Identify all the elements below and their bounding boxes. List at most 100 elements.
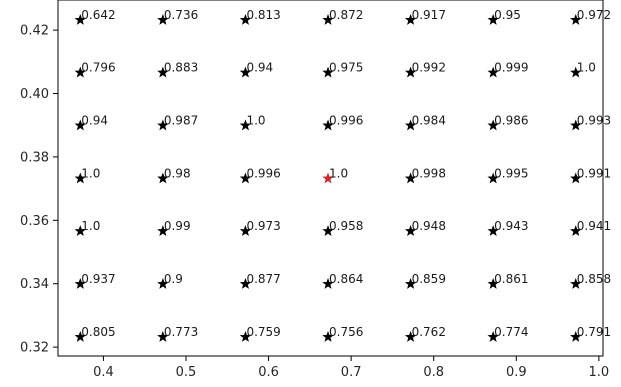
star-marker <box>74 330 86 342</box>
y-tick-label: 0.36 <box>20 214 49 229</box>
point-value-label: 0.642 <box>81 8 115 22</box>
point-value-label: 0.805 <box>81 325 115 339</box>
star-marker <box>157 225 169 236</box>
star-marker <box>404 172 417 184</box>
star-marker <box>487 172 499 184</box>
point-value-label: 0.958 <box>329 219 363 233</box>
star-marker <box>322 330 334 342</box>
point-value-label: 0.9 <box>164 272 183 286</box>
star-marker <box>322 225 334 236</box>
point-value-label: 0.94 <box>246 61 273 75</box>
star-marker <box>74 172 86 184</box>
star-marker <box>74 119 86 131</box>
data-points: 0.642 0.736 0.813 0.872 0.917 0.95 0.972 0.796 0… <box>74 8 611 342</box>
point-value-label: 0.999 <box>494 61 528 75</box>
point-value-label: 0.973 <box>246 219 280 233</box>
point-value-label: 0.975 <box>329 61 363 75</box>
highlighted-star-marker <box>322 172 334 184</box>
star-marker <box>487 330 499 342</box>
point-value-label: 0.773 <box>164 325 198 339</box>
star-marker <box>487 225 499 236</box>
star-marker <box>570 119 582 131</box>
point-value-label: 0.95 <box>494 8 521 22</box>
x-tick-label: 0.9 <box>506 365 527 380</box>
point-value-label: 0.861 <box>494 272 528 286</box>
y-tick-label: 0.32 <box>20 341 49 356</box>
x-axis: 0.4 0.5 0.6 0.7 0.8 0.9 1.0 <box>93 356 609 380</box>
point-value-label: 0.877 <box>246 272 280 286</box>
point-value-label: 0.986 <box>494 114 528 128</box>
star-marker <box>404 13 417 25</box>
point-value-label: 0.98 <box>164 166 191 180</box>
point-value-label: 0.984 <box>412 114 446 128</box>
y-axis: 0.32 0.34 0.36 0.38 0.40 0.42 <box>20 24 58 356</box>
star-marker <box>74 225 86 236</box>
point-value-label: 0.998 <box>412 166 446 180</box>
star-marker <box>404 225 417 236</box>
x-tick-label: 1.0 <box>589 365 610 380</box>
y-tick-label: 0.38 <box>20 150 49 165</box>
star-marker <box>570 66 582 78</box>
star-marker <box>74 66 86 78</box>
x-tick-label: 0.4 <box>93 365 114 380</box>
plot-area-frame <box>57 0 604 357</box>
star-marker <box>239 66 252 78</box>
point-value-label: 0.796 <box>81 61 115 75</box>
star-marker <box>322 66 334 78</box>
point-value-label: 1.0 <box>329 166 348 180</box>
point-value-label: 0.858 <box>577 272 611 286</box>
point-value-label: 0.756 <box>329 325 363 339</box>
star-marker <box>487 119 499 131</box>
star-marker <box>570 13 582 25</box>
star-marker <box>239 225 252 236</box>
star-marker <box>570 225 582 236</box>
y-tick-label: 0.40 <box>20 87 49 102</box>
point-value-label: 0.762 <box>412 325 446 339</box>
point-value-label: 1.0 <box>577 61 596 75</box>
star-marker <box>570 330 582 342</box>
point-value-label: 0.883 <box>164 61 198 75</box>
star-marker <box>239 330 252 342</box>
x-tick-label: 0.6 <box>258 365 279 380</box>
star-marker <box>570 278 582 289</box>
point-value-label: 0.948 <box>412 219 446 233</box>
point-value-label: 0.917 <box>412 8 446 22</box>
star-marker <box>487 278 499 289</box>
star-marker <box>74 278 86 289</box>
point-value-label: 0.736 <box>164 8 198 22</box>
star-marker <box>404 66 417 78</box>
point-value-label: 0.991 <box>577 166 611 180</box>
point-value-label: 0.774 <box>494 325 528 339</box>
star-marker <box>239 278 252 289</box>
point-value-label: 0.99 <box>164 219 191 233</box>
point-value-label: 0.872 <box>329 8 363 22</box>
star-marker <box>404 119 417 131</box>
star-marker <box>157 13 169 25</box>
star-marker <box>322 13 334 25</box>
point-value-label: 0.943 <box>494 219 528 233</box>
point-value-label: 0.996 <box>246 166 280 180</box>
y-tick-label: 0.42 <box>20 24 49 39</box>
point-value-label: 0.759 <box>246 325 280 339</box>
star-marker <box>239 13 252 25</box>
point-value-label: 0.859 <box>412 272 446 286</box>
point-value-label: 0.992 <box>412 61 446 75</box>
x-tick-label: 0.5 <box>176 365 197 380</box>
point-value-label: 0.941 <box>577 219 611 233</box>
point-value-label: 0.937 <box>81 272 115 286</box>
point-value-label: 0.995 <box>494 166 528 180</box>
x-tick-label: 0.8 <box>423 365 444 380</box>
point-value-label: 1.0 <box>81 166 100 180</box>
star-marker <box>239 119 252 131</box>
star-marker <box>404 278 417 289</box>
star-marker <box>74 13 86 25</box>
star-marker <box>157 119 169 131</box>
point-value-label: 0.996 <box>329 114 363 128</box>
star-marker <box>157 330 169 342</box>
point-value-label: 1.0 <box>81 219 100 233</box>
point-value-label: 0.987 <box>164 114 198 128</box>
star-marker <box>487 13 499 25</box>
y-tick-label: 0.34 <box>20 277 49 292</box>
star-marker <box>239 172 252 184</box>
